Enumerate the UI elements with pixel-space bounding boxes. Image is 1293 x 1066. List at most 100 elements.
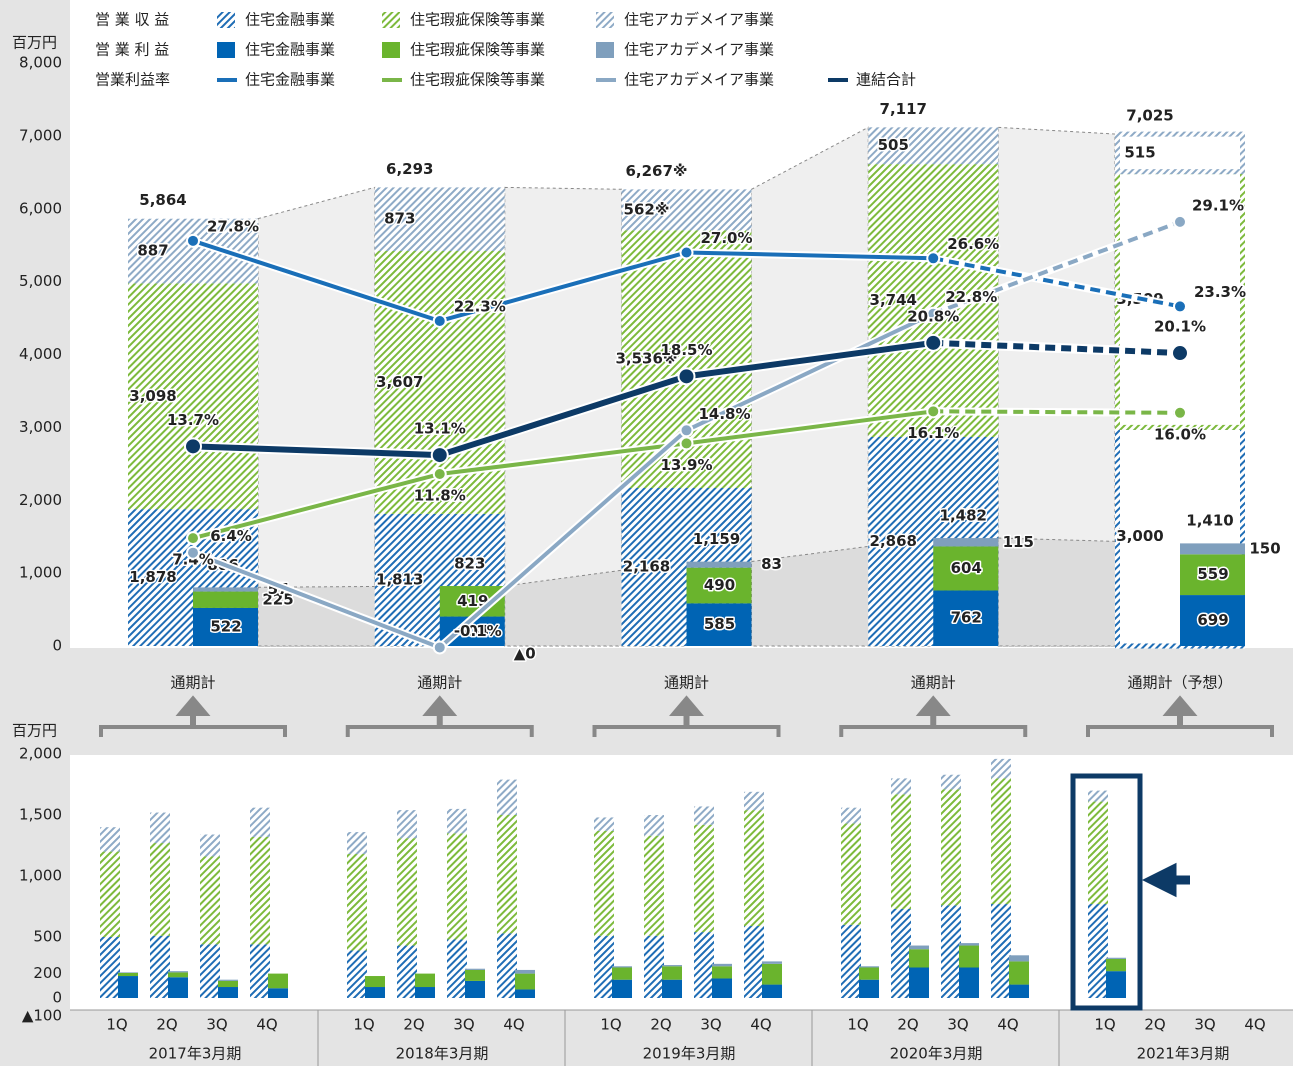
profit-label: 150	[1249, 539, 1280, 557]
revenue-bar	[150, 812, 170, 844]
bracket-arrow	[175, 695, 211, 727]
revenue-bar	[891, 778, 911, 795]
revenue-bar	[991, 778, 1011, 905]
profit-bar	[859, 966, 879, 968]
profit-bar	[218, 987, 238, 998]
x-tick-label: 3Q	[1194, 1016, 1215, 1034]
revenue-bar	[150, 843, 170, 936]
margin-label: 13.9%	[660, 456, 712, 474]
revenue-bar	[744, 810, 764, 927]
revenue-bar	[941, 905, 961, 998]
revenue-bar	[250, 944, 270, 998]
revenue-bar	[447, 833, 467, 940]
profit-bar	[612, 979, 632, 998]
revenue-bar	[374, 187, 505, 252]
highlight-box	[1070, 773, 1143, 1011]
y-tick-label: 0	[52, 637, 62, 655]
margin-label: 14.8%	[698, 405, 750, 423]
y-unit: 百万円	[12, 34, 57, 52]
line-point	[679, 423, 694, 438]
profit-label: 83	[761, 555, 782, 573]
x-tick-label: 2Q	[403, 1016, 424, 1034]
profit-bar	[959, 945, 979, 968]
legend-swatch	[596, 42, 614, 58]
margin-label: 22.3%	[454, 297, 506, 315]
y-tick-label: 1,000	[19, 867, 62, 885]
line-point	[1173, 214, 1187, 229]
legend-swatch	[382, 12, 400, 28]
revenue-label: 1,878	[129, 568, 176, 586]
margin-label: 18.5%	[660, 341, 712, 359]
profit-total: 823	[454, 555, 485, 573]
revenue-bar	[991, 904, 1011, 998]
revenue-label: 2,868	[870, 532, 917, 550]
category-label: 通期計	[664, 674, 709, 692]
margin-label: 13.7%	[167, 411, 219, 429]
y-tick-label: 1,000	[19, 564, 62, 582]
line-segment	[932, 219, 1181, 316]
revenue-total: 6,293	[386, 160, 433, 178]
revenue-bar	[891, 794, 911, 909]
revenue-bar	[841, 807, 861, 824]
profit-bar	[515, 973, 535, 990]
x-tick-label: 4Q	[1244, 1016, 1265, 1034]
legend-swatch	[217, 42, 235, 58]
bracket-arrow	[915, 695, 951, 727]
margin-label: 23.3%	[1194, 283, 1246, 301]
profit-bar	[415, 973, 435, 988]
x-tick-label: 3Q	[453, 1016, 474, 1034]
margin-label: 26.6%	[947, 235, 999, 253]
legend-label: 連結合計	[856, 71, 916, 89]
revenue-label: 3,000	[1116, 527, 1163, 545]
group-label: 2020年3月期	[890, 1045, 983, 1063]
revenue-total: 7,117	[880, 100, 927, 118]
profit-bar	[1009, 984, 1029, 998]
profit-bar	[959, 967, 979, 998]
line-segment	[192, 443, 440, 459]
y-tick-label: 3,000	[19, 418, 62, 436]
profit-bar	[193, 607, 258, 646]
revenue-bar	[644, 935, 664, 998]
revenue-bar	[497, 815, 517, 934]
legend-label: 住宅金融事業	[245, 71, 335, 89]
legend-row-label: 営 業 収 益	[95, 11, 169, 29]
profit-bar	[662, 966, 682, 980]
revenue-bar	[200, 834, 220, 857]
x-tick-label: 3Q	[206, 1016, 227, 1034]
revenue-label: 2,168	[623, 558, 670, 576]
revenue-bar	[347, 950, 367, 998]
line-point	[186, 531, 200, 546]
profit-bar	[218, 979, 238, 981]
profit-label: 604	[951, 559, 982, 577]
x-tick-label: 2Q	[650, 1016, 671, 1034]
x-tick-label: 4Q	[503, 1016, 524, 1034]
profit-bar	[1106, 958, 1126, 972]
profit-bar	[365, 987, 385, 998]
legend-label: 住宅瑕疵保険等事業	[410, 71, 545, 89]
line-point	[432, 640, 447, 655]
line-point	[1171, 344, 1189, 363]
line-point	[186, 545, 200, 560]
revenue-total: 7,025	[1126, 107, 1173, 125]
revenue-bar	[891, 908, 911, 998]
profit-total: 1,159	[693, 530, 740, 548]
profit-bar	[909, 967, 929, 998]
margin-label: -0.1%	[454, 622, 502, 640]
revenue-label: 1,813	[376, 570, 423, 588]
profit-bar	[933, 546, 999, 591]
x-tick-label: 2Q	[1144, 1016, 1165, 1034]
profit-bar	[168, 971, 188, 973]
revenue-bar	[941, 774, 961, 790]
revenue-bar	[100, 937, 120, 998]
profit-bar	[686, 567, 752, 604]
revenue-bar	[644, 815, 664, 836]
profit-bar	[1009, 955, 1029, 962]
y-tick-label: ▲100	[22, 1007, 62, 1025]
profit-bar	[1009, 961, 1029, 985]
profit-bar	[118, 972, 138, 977]
revenue-bar	[941, 789, 961, 906]
profit-bar	[712, 978, 732, 998]
revenue-bar	[1088, 904, 1108, 998]
legend-label: 住宅瑕疵保険等事業	[410, 11, 545, 29]
